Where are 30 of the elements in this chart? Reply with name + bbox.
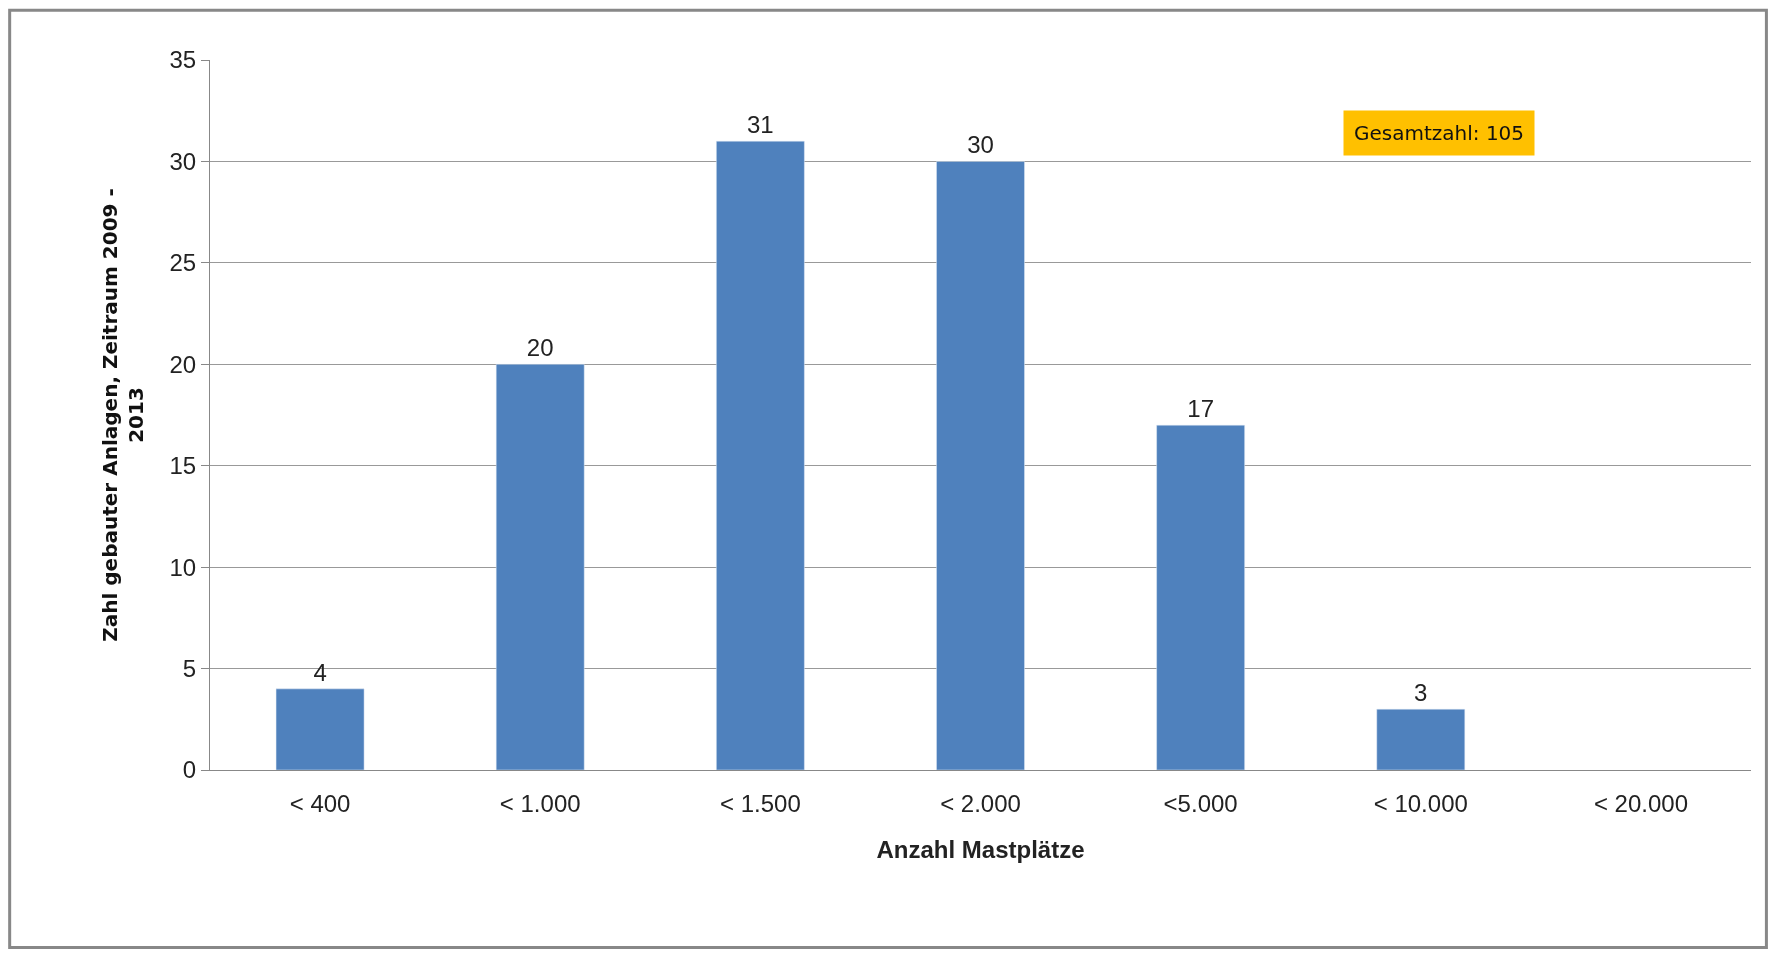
y-tick-label: 25: [169, 249, 197, 277]
bar: [936, 161, 1025, 770]
x-tick-label: < 2.000: [940, 789, 1021, 817]
x-axis-title: Anzahl Mastplätze: [876, 836, 1085, 864]
data-label: 31: [747, 111, 774, 139]
data-label: 4: [313, 658, 327, 686]
x-tick-label: <5.000: [1163, 789, 1238, 817]
y-tick-label: 15: [169, 452, 197, 480]
bar: [495, 364, 585, 770]
y-tick-label: 20: [169, 350, 197, 378]
data-label: 30: [967, 131, 994, 159]
data-label: 20: [526, 334, 554, 362]
bar: [1156, 424, 1245, 770]
y-tick-label: 35: [169, 46, 197, 74]
bar: [716, 140, 805, 770]
x-tick-label: < 20.000: [1593, 789, 1688, 817]
annotation: Gesamtzahl: 105: [1354, 121, 1525, 145]
y-tick-label: 30: [169, 147, 197, 175]
data-label: 3: [1414, 679, 1428, 707]
x-tick-label: < 400: [289, 789, 351, 817]
y-tick-label: 0: [182, 756, 197, 784]
y-tick-label: 10: [169, 553, 197, 581]
x-tick-label: < 1.500: [719, 789, 801, 817]
bar: [275, 688, 365, 770]
x-tick-label: < 10.000: [1373, 789, 1468, 817]
bar: [1376, 708, 1466, 770]
x-tick-label: < 1.000: [499, 789, 581, 817]
data-label: 17: [1187, 395, 1214, 423]
y-tick-label: 5: [182, 654, 197, 682]
y-axis-title: Zahl gebauter Anlagen, Zeitraum 2009 - 2013: [98, 188, 148, 642]
